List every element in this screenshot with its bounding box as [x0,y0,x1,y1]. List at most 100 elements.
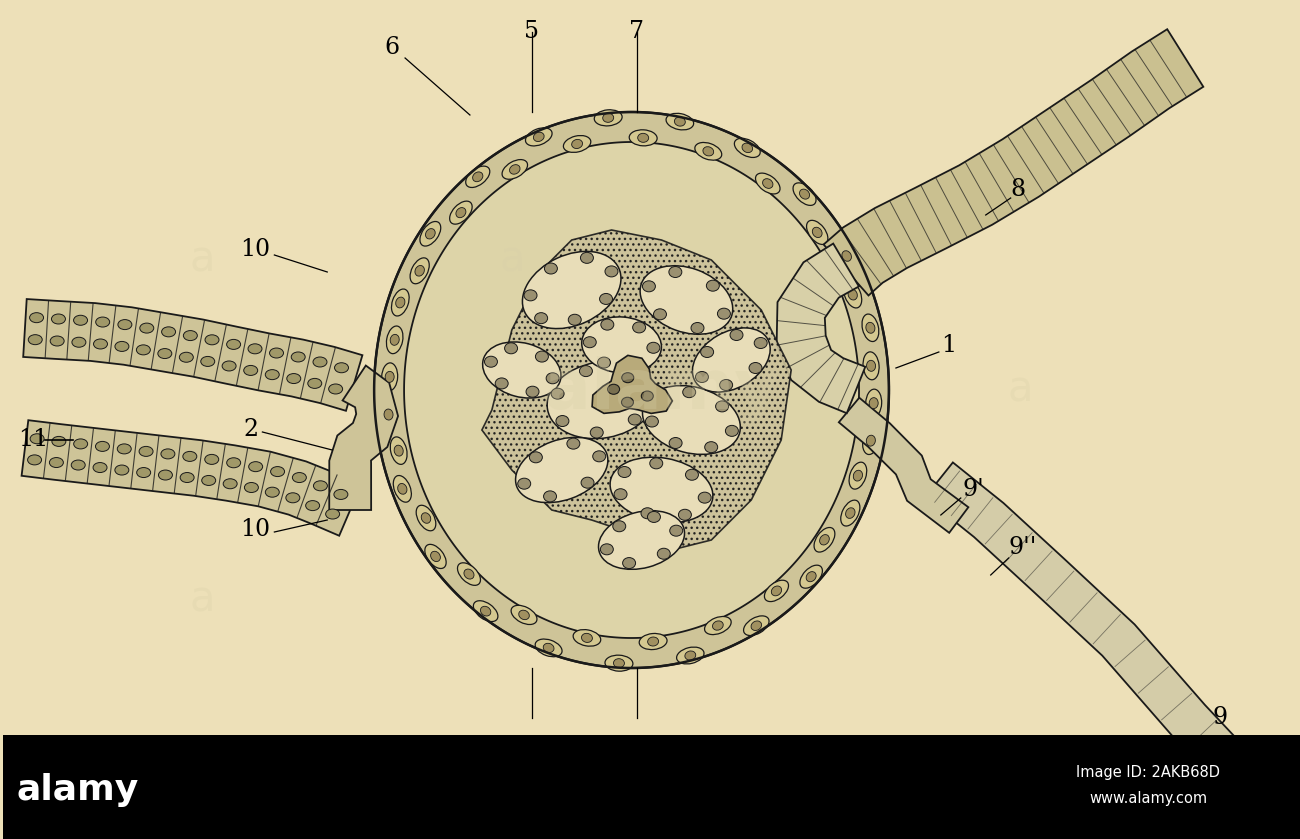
Ellipse shape [806,221,828,244]
Ellipse shape [866,389,881,417]
Ellipse shape [692,322,705,333]
Ellipse shape [334,362,348,373]
Ellipse shape [308,378,322,388]
Ellipse shape [385,372,394,383]
Ellipse shape [604,266,617,277]
Ellipse shape [536,351,549,362]
Ellipse shape [74,439,87,449]
Text: 9'': 9'' [1009,536,1037,560]
Ellipse shape [390,437,407,464]
Ellipse shape [244,482,259,492]
Ellipse shape [705,441,718,453]
Ellipse shape [682,387,696,398]
Ellipse shape [749,362,762,373]
Text: 6: 6 [385,37,399,60]
Ellipse shape [226,458,240,468]
Ellipse shape [543,644,554,653]
Ellipse shape [845,508,855,519]
Ellipse shape [742,143,753,153]
Ellipse shape [430,551,441,561]
Ellipse shape [581,317,662,373]
Ellipse shape [641,391,654,401]
Ellipse shape [638,133,649,143]
Ellipse shape [629,360,642,371]
Ellipse shape [202,476,216,486]
Text: www.alamy.com: www.alamy.com [1089,790,1208,805]
Ellipse shape [705,617,731,634]
Ellipse shape [629,130,656,146]
Ellipse shape [614,489,627,500]
Ellipse shape [563,136,590,153]
Ellipse shape [590,427,603,438]
Polygon shape [482,230,792,550]
Ellipse shape [390,335,399,346]
Ellipse shape [572,139,582,149]
Ellipse shape [720,379,733,390]
Ellipse shape [551,388,564,399]
Ellipse shape [226,340,240,349]
Ellipse shape [394,476,411,503]
Text: 9: 9 [1212,706,1227,729]
Ellipse shape [647,637,659,646]
Ellipse shape [849,462,867,489]
Ellipse shape [863,427,879,455]
Ellipse shape [114,341,129,352]
Ellipse shape [291,352,305,362]
Ellipse shape [641,508,654,519]
Ellipse shape [425,545,446,569]
Ellipse shape [157,348,172,358]
Ellipse shape [502,159,528,180]
Ellipse shape [183,451,196,461]
Ellipse shape [670,525,682,536]
Ellipse shape [183,331,198,341]
Ellipse shape [584,336,597,347]
Ellipse shape [72,460,86,470]
Polygon shape [22,420,361,536]
Polygon shape [23,299,363,411]
Ellipse shape [269,348,283,358]
Ellipse shape [482,342,562,398]
Ellipse shape [222,361,237,371]
Text: a: a [190,579,216,621]
Ellipse shape [410,258,429,284]
Text: 1: 1 [941,333,956,357]
Ellipse shape [751,621,762,630]
Text: 10: 10 [240,519,270,541]
Ellipse shape [640,633,667,649]
Text: Image ID: 2AKB68D: Image ID: 2AKB68D [1076,765,1221,780]
Ellipse shape [382,363,398,391]
Ellipse shape [598,357,611,368]
Ellipse shape [546,373,559,383]
Ellipse shape [94,462,107,472]
Ellipse shape [205,335,218,345]
Text: 10: 10 [240,238,270,262]
Ellipse shape [601,319,614,330]
Ellipse shape [866,435,875,446]
Ellipse shape [866,322,875,333]
Ellipse shape [179,352,194,362]
Ellipse shape [647,342,660,353]
Ellipse shape [693,328,770,392]
Ellipse shape [651,393,664,404]
Polygon shape [776,243,866,414]
Polygon shape [374,112,889,668]
Ellipse shape [547,362,656,439]
Ellipse shape [391,289,410,316]
Ellipse shape [473,601,498,622]
Ellipse shape [161,327,176,336]
Ellipse shape [764,581,789,602]
Ellipse shape [848,289,857,300]
Ellipse shape [473,172,482,182]
Ellipse shape [841,500,859,526]
Ellipse shape [676,647,705,664]
Ellipse shape [381,400,396,429]
Ellipse shape [543,491,556,502]
Ellipse shape [398,483,407,494]
Ellipse shape [580,253,593,263]
Ellipse shape [161,449,176,459]
Ellipse shape [139,446,153,456]
Ellipse shape [870,398,879,409]
Text: 2: 2 [243,419,259,441]
Ellipse shape [420,221,441,246]
Ellipse shape [594,110,623,126]
